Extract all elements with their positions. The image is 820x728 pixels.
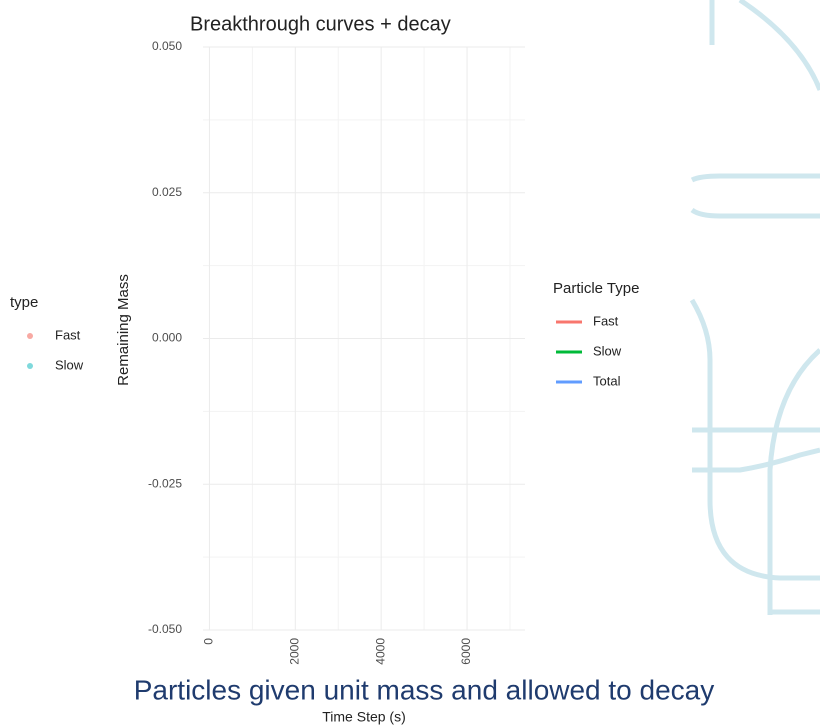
legend-swatch <box>27 363 33 369</box>
y-tick-label: 0.050 <box>152 39 182 53</box>
x-tick-label: 6000 <box>459 638 473 665</box>
legend-title: type <box>10 294 38 311</box>
caption: Particles given unit mass and allowed to… <box>134 674 715 705</box>
x-tick-label: 0 <box>202 638 216 645</box>
y-tick-label: -0.050 <box>148 622 182 636</box>
x-tick-label: 4000 <box>373 638 387 665</box>
legend-label: Slow <box>593 343 622 358</box>
chart: Breakthrough curves + decay Remaining Ma… <box>0 0 820 728</box>
y-tick-label: -0.025 <box>148 476 182 490</box>
y-tick-label: 0.025 <box>152 185 182 199</box>
legend-swatch <box>27 333 33 339</box>
background-decoration <box>692 0 820 615</box>
legend-title: Particle Type <box>553 280 639 297</box>
x-axis-label: Time Step (s) <box>322 709 406 725</box>
y-axis-label: Remaining Mass <box>115 274 132 386</box>
chart-title: Breakthrough curves + decay <box>190 13 451 35</box>
legend-label: Slow <box>55 357 84 372</box>
legend-label: Total <box>593 373 621 388</box>
y-tick-label: 0.000 <box>152 331 182 345</box>
legend-label: Fast <box>593 313 619 328</box>
legend-label: Fast <box>55 327 81 342</box>
x-tick-label: 2000 <box>287 638 301 665</box>
